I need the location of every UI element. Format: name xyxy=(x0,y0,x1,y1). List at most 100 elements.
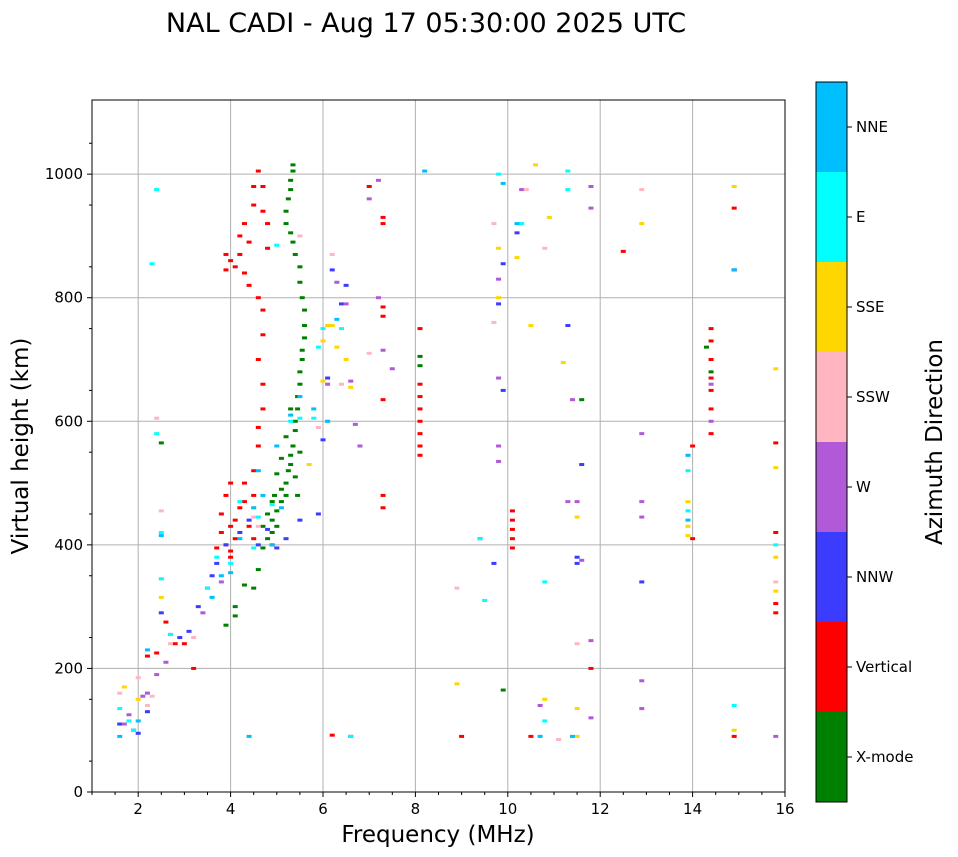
data-point xyxy=(265,512,271,516)
data-point xyxy=(417,419,423,423)
data-point xyxy=(191,636,197,640)
data-point xyxy=(177,636,183,640)
data-point xyxy=(223,268,229,272)
data-point xyxy=(556,737,562,741)
data-point xyxy=(708,419,714,423)
series-e xyxy=(117,169,779,738)
data-point xyxy=(459,734,465,738)
data-point xyxy=(588,185,594,188)
data-point xyxy=(496,444,502,448)
data-point xyxy=(283,435,289,439)
data-point xyxy=(588,639,594,643)
data-point xyxy=(154,416,160,420)
data-point xyxy=(246,524,252,528)
data-point xyxy=(299,348,305,352)
data-point xyxy=(731,704,737,707)
data-point xyxy=(528,734,534,738)
data-point xyxy=(172,642,178,646)
data-point xyxy=(246,518,252,522)
data-point xyxy=(496,277,502,281)
data-point xyxy=(285,197,291,201)
data-point xyxy=(375,178,381,182)
data-point xyxy=(565,188,571,192)
data-point xyxy=(269,500,275,504)
data-point xyxy=(149,262,155,266)
data-point xyxy=(274,472,280,476)
data-point xyxy=(417,354,423,358)
series-w xyxy=(121,178,779,738)
data-point xyxy=(255,515,261,519)
data-point xyxy=(417,382,423,386)
data-point xyxy=(639,580,645,584)
data-point xyxy=(228,571,234,575)
data-point xyxy=(297,395,303,399)
data-point xyxy=(320,339,326,343)
y-tick-label: 400 xyxy=(54,536,83,554)
data-point xyxy=(209,595,215,599)
data-point xyxy=(708,358,714,361)
data-point xyxy=(269,518,275,522)
data-point xyxy=(117,691,123,695)
data-point xyxy=(241,583,247,587)
data-point xyxy=(329,324,335,328)
data-point xyxy=(537,734,543,738)
series-nne xyxy=(117,169,737,738)
data-point xyxy=(708,376,714,380)
data-point xyxy=(496,459,502,463)
data-point xyxy=(278,487,284,491)
data-point xyxy=(228,481,234,485)
data-point xyxy=(260,209,266,213)
data-point xyxy=(241,500,247,504)
data-point xyxy=(708,388,714,392)
data-point xyxy=(685,500,691,504)
data-point xyxy=(685,518,691,522)
data-point xyxy=(519,222,525,226)
colorbar-segment-vertical xyxy=(816,622,847,712)
data-point xyxy=(292,419,298,423)
data-point xyxy=(639,515,645,519)
data-point xyxy=(158,531,164,534)
data-point xyxy=(533,163,539,167)
data-point xyxy=(181,642,187,646)
data-point xyxy=(237,537,243,541)
data-point xyxy=(708,327,714,331)
data-point xyxy=(773,543,779,547)
colorbar-tick-label: X-mode xyxy=(856,748,913,766)
colorbar-segment-w xyxy=(816,442,847,532)
data-point xyxy=(639,500,645,504)
data-point xyxy=(154,673,160,677)
data-point xyxy=(773,466,779,470)
data-point xyxy=(639,707,645,711)
data-point xyxy=(163,660,169,664)
data-point xyxy=(154,432,160,436)
data-point xyxy=(297,382,303,386)
data-point xyxy=(237,531,243,534)
data-point xyxy=(565,324,571,328)
data-point xyxy=(315,512,321,516)
data-point xyxy=(325,419,331,423)
y-axis-label: Virtual height (km) xyxy=(8,338,34,555)
data-point xyxy=(285,469,291,473)
data-point xyxy=(121,685,127,689)
data-point xyxy=(574,561,580,565)
data-point xyxy=(283,481,289,485)
data-point xyxy=(251,515,257,519)
data-point xyxy=(255,358,261,361)
data-point xyxy=(246,283,252,287)
data-point xyxy=(565,169,571,173)
data-point xyxy=(338,302,344,306)
data-point xyxy=(255,543,261,547)
data-point xyxy=(168,642,174,646)
data-point xyxy=(708,382,714,386)
data-point xyxy=(731,734,737,738)
data-point xyxy=(218,531,224,534)
colorbar-tick-label: NNW xyxy=(856,568,893,586)
data-point xyxy=(334,345,340,349)
data-point xyxy=(542,697,548,701)
data-point xyxy=(380,305,386,309)
data-point xyxy=(329,733,335,737)
data-point xyxy=(158,534,164,538)
data-point xyxy=(325,376,331,380)
data-point xyxy=(274,444,280,448)
